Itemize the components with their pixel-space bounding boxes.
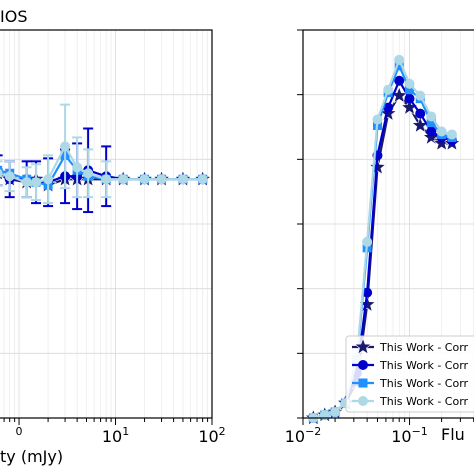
right-data-point [394, 75, 405, 86]
tick-exponent: 0 [16, 425, 23, 438]
right-data-point [400, 98, 419, 116]
legend-marker [358, 360, 368, 370]
left-data-point [139, 174, 150, 185]
right-data-point [372, 114, 383, 125]
right-x-tick-label: 10−2 [285, 425, 322, 446]
tick-exponent: −1 [412, 425, 428, 438]
tick-base: 10 [285, 427, 305, 446]
left-data-point [83, 168, 94, 179]
right-data-point [404, 78, 415, 89]
legend-label: This Work - Corr [379, 359, 469, 372]
legend-label: This Work - Corr [379, 341, 469, 354]
right-data-point [415, 90, 426, 101]
left-data-point [156, 174, 167, 185]
right-data-point [383, 84, 394, 95]
tick-base: 10 [198, 427, 218, 446]
left-data-point [21, 177, 32, 188]
left-series-3 [0, 103, 208, 205]
right-data-point [436, 126, 447, 137]
legend-marker [354, 337, 372, 355]
right-data-point [362, 236, 373, 247]
left-data-point [197, 174, 208, 185]
tick-exponent: −2 [305, 425, 321, 438]
right-data-point [426, 111, 437, 122]
left-ticks [3, 418, 213, 425]
left-data-point [43, 174, 54, 185]
left-x-axis-label: ty (mJy) [0, 447, 63, 466]
right-data-point [394, 54, 405, 65]
left-data-point [118, 174, 129, 185]
left-data-point [72, 162, 83, 173]
tick-exponent: 2 [219, 425, 226, 438]
right-data-point [426, 118, 436, 128]
left-data-point [60, 141, 71, 152]
right-data-point [362, 287, 373, 298]
legend-box [345, 335, 474, 413]
right-data-point [415, 108, 426, 119]
right-data-point [330, 407, 341, 418]
right-legend: This Work - Corr This Work - Corr This Wor… [345, 335, 474, 413]
left-title-fragment: IOS [0, 7, 27, 26]
left-data-point [4, 171, 15, 182]
left-x-tick-label: 0 [16, 425, 23, 438]
tick-base: 10 [391, 427, 411, 446]
left-data-point [0, 168, 3, 178]
left-panel: 0 101 102 [0, 29, 226, 446]
right-data-point [394, 61, 404, 71]
left-x-tick-label: 102 [198, 425, 225, 446]
tick-base: 10 [102, 427, 122, 446]
legend-label: This Work - Corr [379, 377, 469, 390]
left-x-tick-label: 101 [102, 425, 129, 446]
legend-label: This Work - Corr [379, 395, 469, 408]
legend-marker [358, 396, 368, 406]
right-data-point [405, 85, 415, 95]
tick-exponent: 1 [122, 425, 129, 438]
left-data-point [177, 174, 188, 185]
right-data-point [446, 129, 457, 140]
left-data-point [101, 174, 112, 185]
right-x-axis-label: Flu [441, 425, 465, 444]
left-data-point [31, 177, 42, 188]
legend-marker [358, 378, 368, 388]
right-data-point [426, 126, 437, 137]
right-ticks [297, 29, 474, 425]
right-x-tick-label: 10−1 [391, 425, 428, 446]
right-data-point [404, 93, 415, 104]
right-data-point [383, 102, 394, 113]
